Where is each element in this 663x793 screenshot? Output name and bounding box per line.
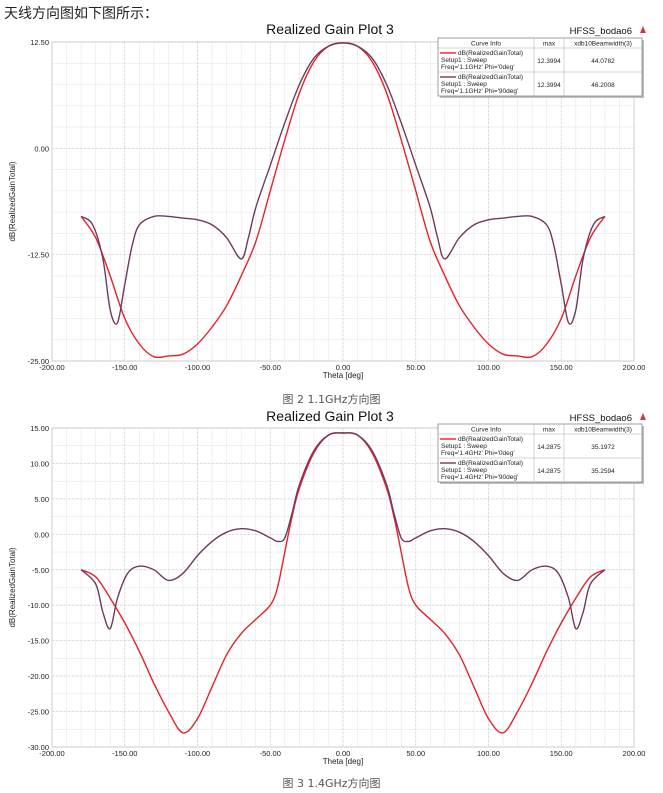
y-tick-label: -30.00: [28, 743, 49, 752]
legend-series-setup: Setup1 : Sweep: [441, 467, 487, 474]
x-tick-label: 150.00: [550, 749, 573, 758]
legend-series-setup: Setup1 : Sweep: [441, 443, 487, 450]
legend-header-beamwidth: xdb10Beamwidth(3): [574, 427, 632, 434]
x-axis-label: Theta [deg]: [323, 757, 363, 766]
y-tick-label: -20.00: [28, 672, 49, 681]
legend-series-freq: Freq='1.1GHz' Phi='90deg': [441, 88, 518, 95]
legend-series-freq: Freq='1.4GHz' Phi='0deg': [441, 450, 515, 457]
y-tick-label: 0.00: [34, 144, 49, 153]
app-label: HFSS_bodao6: [570, 413, 632, 424]
x-tick-label: -100.00: [185, 363, 210, 372]
x-tick-label: -50.00: [260, 749, 281, 758]
y-tick-label: -10.00: [28, 601, 49, 610]
legend-header-max: max: [543, 41, 556, 48]
legend-series-beamwidth: 44.0782: [591, 58, 615, 65]
x-tick-label: 50.00: [406, 363, 425, 372]
legend-series-name: dB(RealizedGainTotal): [458, 460, 523, 467]
x-tick-label: 100.00: [477, 749, 500, 758]
x-tick-label: -150.00: [112, 363, 137, 372]
app-label: HFSS_bodao6: [570, 26, 632, 37]
grid-lines: [51, 41, 635, 362]
x-tick-label: 100.00: [477, 363, 500, 372]
legend-series-max: 12.3994: [537, 58, 561, 65]
y-tick-label: -15.00: [28, 637, 49, 646]
y-axis-label: dB(RealizedGainTotal): [8, 161, 17, 241]
legend-series-freq: Freq='1.1GHz' Phi='0deg': [441, 64, 515, 71]
legend-series-freq: Freq='1.4GHz' Phi='90deg': [441, 474, 518, 481]
y-tick-label: -12.50: [28, 251, 49, 260]
chart-title: Realized Gain Plot 3: [266, 408, 394, 424]
legend-frame: [437, 423, 643, 483]
legend-header-beamwidth: xdb10Beamwidth(3): [574, 41, 632, 48]
legend-box: Curve Info max xdb10Beamwidth(3) dB(Realize…: [437, 423, 644, 484]
x-tick-label: -200.00: [39, 749, 64, 758]
legend-series-name: dB(RealizedGainTotal): [458, 50, 523, 57]
marker-triangle-icon: [640, 413, 646, 420]
legend-series-setup: Setup1 : Sweep: [441, 81, 487, 88]
x-tick-label: -50.00: [260, 363, 281, 372]
x-tick-label: 0.00: [336, 363, 351, 372]
marker-triangle-icon: [640, 26, 646, 33]
legend-series-max: 12.3994: [537, 82, 561, 89]
x-tick-label: 50.00: [406, 749, 425, 758]
legend-frame: [437, 37, 643, 97]
x-tick-label: 200.00: [623, 749, 646, 758]
legend-series-name: dB(RealizedGainTotal): [458, 436, 523, 443]
chart-plot-2: Realized Gain Plot 3 HFSS_bodao6 -200.00 -1…: [8, 408, 646, 766]
legend-series-beamwidth: 35.1972: [591, 444, 615, 451]
x-tick-label: 150.00: [550, 363, 573, 372]
x-tick-label: -100.00: [185, 749, 210, 758]
legend-series-max: 14.2875: [537, 468, 561, 475]
chart-title: Realized Gain Plot 3: [266, 21, 394, 37]
legend-header-curve: Curve Info: [471, 41, 501, 48]
legend-header-max: max: [543, 427, 556, 434]
legend-series-beamwidth: 46.2008: [591, 82, 615, 89]
x-tick-label: -200.00: [39, 363, 64, 372]
y-axis-label: dB(RealizedGainTotal): [8, 547, 17, 627]
x-tick-label: 200.00: [623, 363, 646, 372]
y-tick-label: -25.00: [28, 708, 49, 717]
figure-caption-2: 图 3 1.4GHz方向图: [282, 777, 381, 790]
x-tick-label: 0.00: [336, 749, 351, 758]
series-line-2: [80, 42, 606, 325]
y-tick-label: -25.00: [28, 357, 49, 366]
chart-plot-1: Realized Gain Plot 3 HFSS_bodao6 -200.00 -1…: [8, 21, 646, 380]
y-tick-label: -5.00: [32, 566, 49, 575]
legend-series-setup: Setup1 : Sweep: [441, 57, 487, 64]
y-tick-label: 0.00: [34, 530, 49, 539]
x-axis-label: Theta [deg]: [323, 371, 363, 380]
y-tick-label: 5.00: [34, 495, 49, 504]
legend-header-curve: Curve Info: [471, 427, 501, 434]
x-tick-label: -150.00: [112, 749, 137, 758]
series-line-2: [80, 432, 606, 630]
legend-series-beamwidth: 35.2594: [591, 468, 615, 475]
legend-series-name: dB(RealizedGainTotal): [458, 74, 523, 81]
y-tick-label: 12.50: [30, 38, 49, 47]
y-tick-label: 10.00: [30, 459, 49, 468]
intro-text: 天线方向图如下图所示：: [4, 6, 158, 22]
y-tick-label: 15.00: [30, 424, 49, 433]
legend-box: Curve Info max xdb10Beamwidth(3) dB(Realize…: [437, 37, 644, 98]
legend-series-max: 14.2875: [537, 444, 561, 451]
figure-caption-1: 图 2 1.1GHz方向图: [282, 393, 381, 406]
